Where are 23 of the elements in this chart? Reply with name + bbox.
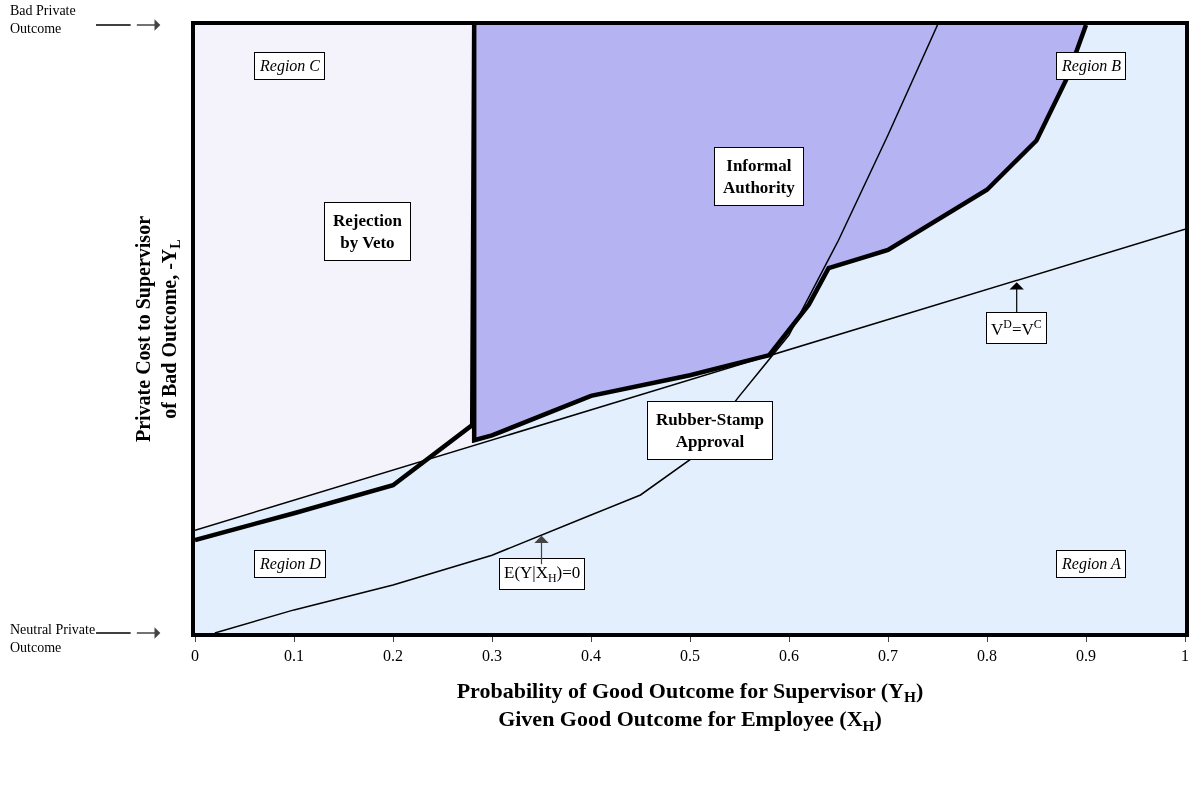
x-tick-label: 0.9 xyxy=(1076,647,1096,665)
text: Neutral Private Outcome xyxy=(10,622,96,656)
annotation: Rejection by Veto xyxy=(333,211,403,253)
x-tick-label: 0.3 xyxy=(482,647,502,665)
annotation: Informal Authority xyxy=(723,156,796,198)
text: Probability of Good Outcome for Supervisor (Y$_{H}$) Given Good Outcome for Employee (X$_{H}$) xyxy=(456,677,924,734)
x-tick-label: 0.6 xyxy=(779,647,799,665)
x-tick-label: 0.1 xyxy=(284,647,304,665)
annotation: V$^{D}$=V$^{C}$ xyxy=(991,317,1042,340)
x-tick-label: 0.8 xyxy=(977,647,997,665)
annotation: Region A xyxy=(1061,555,1122,573)
x-tick-label: 0.4 xyxy=(581,647,601,665)
x-tick-label: 0.5 xyxy=(680,647,700,665)
annotation: Region D xyxy=(259,555,322,573)
text: Bad Private Outcome xyxy=(10,3,76,37)
annotation: Region C xyxy=(259,57,321,75)
x-tick-label: 0.7 xyxy=(878,647,898,665)
annotation: E(Y|X$_{H}$)=0 xyxy=(504,563,581,585)
x-tick-label: 1 xyxy=(1181,647,1189,665)
x-tick-label: 0 xyxy=(191,647,199,665)
annotation: Rubber-Stamp Approval xyxy=(656,410,764,452)
x-tick-label: 0.2 xyxy=(383,647,403,665)
annotation: Region B xyxy=(1061,57,1122,75)
